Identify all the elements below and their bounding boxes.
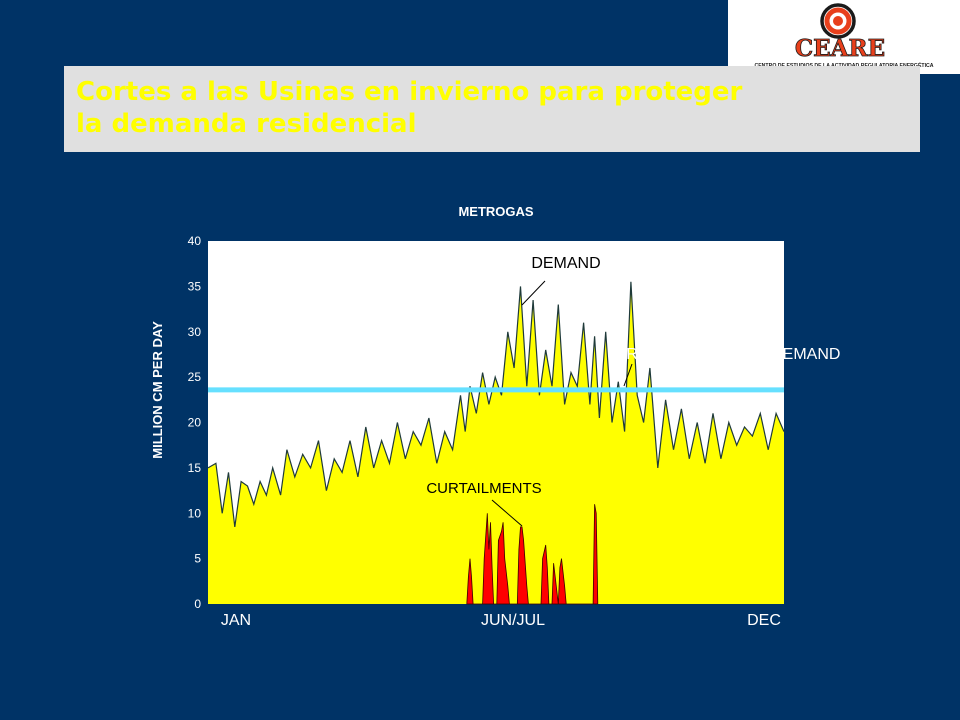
- chart-title: METROGAS: [458, 204, 533, 219]
- y-tick-label: 30: [188, 325, 202, 339]
- demand-label: DEMAND: [531, 255, 600, 272]
- y-tick-label: 35: [188, 279, 202, 293]
- demand-line: [207, 281, 785, 527]
- curtailments-leader-line: [491, 499, 523, 527]
- y-tick-label: 5: [194, 552, 201, 566]
- y-tick-label: 20: [188, 416, 202, 430]
- curtailments-label: CURTAILMENTS: [426, 480, 541, 497]
- y-axis-label: MILLION CM PER DAY: [150, 321, 165, 459]
- y-axis-ticks: 0 5 10 15 20 25 30 35 40: [188, 234, 202, 611]
- chart-annotations: DEMAND FIRM CONTRACTED DEMAND CURTAILMEN…: [426, 255, 840, 527]
- ceare-logo-tagline: CENTRO DE ESTUDIOS DE LA ACTIVIDAD REGUL…: [754, 61, 933, 69]
- demand-leader-line: [521, 280, 546, 306]
- y-tick-label: 10: [188, 506, 202, 520]
- curtailments-area: [466, 504, 599, 605]
- slide-title-line-1: Cortes a las Usinas en invierno para pro…: [76, 77, 743, 107]
- ceare-logo-dot-icon: [833, 16, 843, 26]
- ceare-logo-ring-inner-icon: [824, 7, 852, 35]
- y-tick-label: 40: [188, 234, 202, 248]
- x-axis-labels: JAN JUN/JUL DEC: [221, 612, 781, 629]
- demand-area: [208, 281, 784, 604]
- slide-title: Cortes a las Usinas en invierno para pro…: [64, 66, 920, 152]
- firm-contracted-demand-label: FIRM CONTRACTED DEMAND: [612, 346, 840, 363]
- y-tick-label: 0: [194, 597, 201, 611]
- y-tick-label: 15: [188, 461, 202, 475]
- ceare-logo-ring-icon: [820, 3, 856, 39]
- ceare-logo-name: CEARE: [795, 35, 885, 62]
- ceare-logo: CEARE CENTRO DE ESTUDIOS DE LA ACTIVIDAD…: [728, 0, 960, 74]
- x-tick-label: JUN/JUL: [481, 612, 545, 629]
- firm-leader-line: [623, 363, 633, 387]
- x-tick-label: DEC: [747, 612, 781, 629]
- x-tick-label: JAN: [221, 612, 251, 629]
- y-tick-label: 25: [188, 370, 202, 384]
- slide-title-line-2: la demanda residencial: [76, 109, 417, 139]
